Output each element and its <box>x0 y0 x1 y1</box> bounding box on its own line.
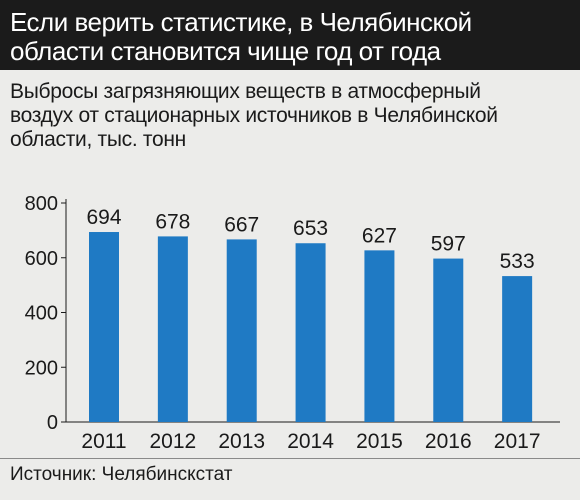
y-tick-label: 0 <box>47 412 58 434</box>
bar <box>502 276 533 422</box>
y-tick-label: 800 <box>25 193 58 215</box>
y-tick-label: 400 <box>25 303 58 325</box>
y-tick-label: 200 <box>25 357 58 379</box>
chart-area: 0 200 400 600 800 694 2011 678 2012 667 2013 653 201… <box>0 170 580 470</box>
bar-value-label: 597 <box>431 233 466 256</box>
bar <box>226 239 257 422</box>
bar-chart: 0 200 400 600 800 694 2011 678 2012 667 2013 653 201… <box>25 193 560 453</box>
headline-line-2: области становится чище год от года <box>10 36 441 66</box>
headline-bar: Если верить статистике, в Челябинской об… <box>0 0 580 70</box>
bar-value-label: 678 <box>155 210 190 233</box>
headline-line-1: Если верить статистике, в Челябинской <box>10 7 472 37</box>
x-tick-label: 2014 <box>287 430 334 453</box>
x-tick-label: 2017 <box>494 430 541 453</box>
y-tick-label: 600 <box>25 248 58 270</box>
bar-value-label: 667 <box>224 213 259 236</box>
source-note: Источник: Челябинскстат <box>10 464 233 485</box>
bar <box>89 232 119 422</box>
x-tick-label: 2011 <box>81 430 126 453</box>
bar-value-label: 533 <box>500 250 535 273</box>
bar <box>295 243 326 422</box>
subtitle-line-1: Выбросы загрязняющих веществ в атмосферн… <box>10 80 481 103</box>
chart-subtitle: Выбросы загрязняющих веществ в атмосферн… <box>0 70 580 152</box>
x-tick-label: 2012 <box>149 430 196 453</box>
bar-value-label: 694 <box>86 206 121 229</box>
bar <box>157 236 188 422</box>
subtitle-line-3: области, тыс. тонн <box>10 128 186 151</box>
source-divider <box>0 458 580 459</box>
subtitle-line-2: воздух от стационарных источников в Челя… <box>10 104 498 127</box>
bar <box>433 258 464 422</box>
bar-value-label: 627 <box>362 224 397 247</box>
x-tick-label: 2013 <box>218 430 265 453</box>
bar <box>364 250 395 422</box>
bar-value-label: 653 <box>293 217 328 240</box>
x-tick-label: 2015 <box>356 430 403 453</box>
x-tick-label: 2016 <box>425 430 472 453</box>
